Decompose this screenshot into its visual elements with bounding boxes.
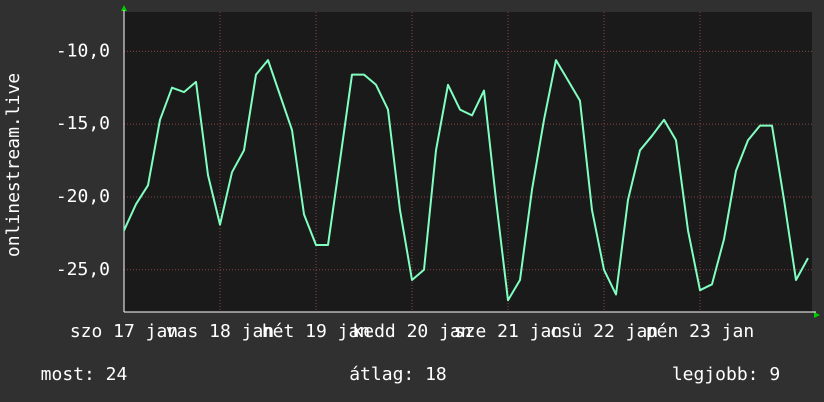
y-tick-label: -20,0	[56, 186, 110, 207]
x-tick-label: sze 21 jan	[454, 321, 562, 342]
footer-text: legjobb: 9	[672, 364, 780, 385]
y-axis-label: onlinestream.live	[3, 73, 24, 257]
x-tick-label: csü 22 jan	[550, 321, 658, 342]
x-tick-label: pén 23 jan	[646, 321, 754, 342]
data-line	[123, 59, 809, 302]
y-tick-label: -15,0	[56, 113, 110, 134]
y-axis-arrow	[121, 5, 127, 11]
x-tick-label: vas 18 jan	[166, 321, 274, 342]
y-tick-label: -10,0	[56, 40, 110, 61]
y-tick-label: -25,0	[56, 259, 110, 280]
x-tick-label: szo 17 jan	[70, 321, 178, 342]
x-tick-label: hét 19 jan	[262, 321, 370, 342]
plot-area	[124, 12, 812, 312]
x-axis-arrow	[814, 312, 820, 318]
footer-text: átlag: 18	[349, 364, 447, 385]
x-tick-label: kedd 20 jan	[352, 321, 471, 342]
footer-text: most: 24	[41, 364, 128, 385]
